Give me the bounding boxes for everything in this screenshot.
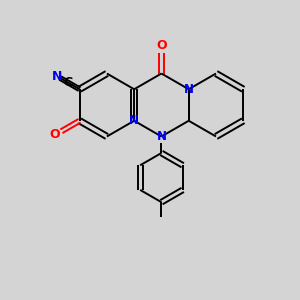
Text: C: C xyxy=(63,76,72,89)
Text: O: O xyxy=(50,128,60,141)
Text: N: N xyxy=(52,70,62,83)
Text: O: O xyxy=(156,39,167,52)
Text: N: N xyxy=(129,114,139,127)
Text: N: N xyxy=(156,130,167,143)
Text: N: N xyxy=(184,83,194,96)
